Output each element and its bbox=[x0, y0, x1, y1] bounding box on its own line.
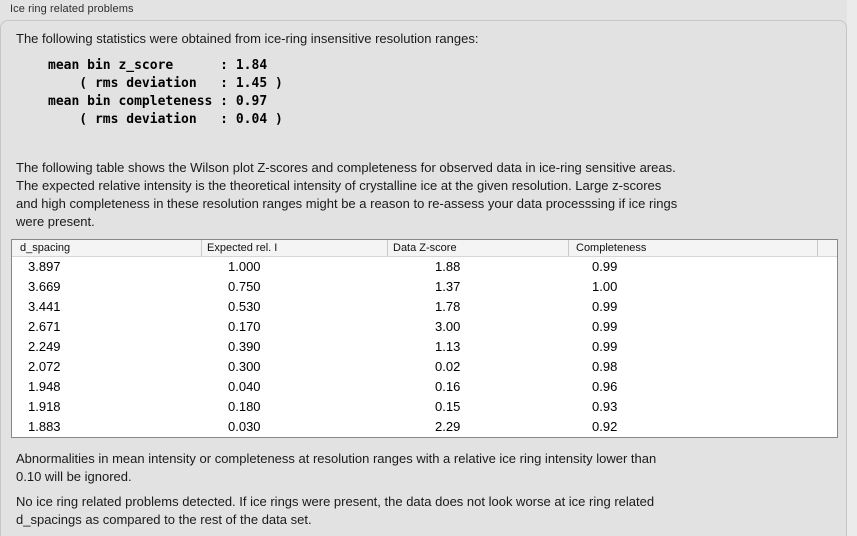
table-cell: 0.99 bbox=[592, 259, 618, 274]
table-cell-spacer bbox=[818, 417, 837, 437]
table-header-row: d_spacing Expected rel. I Data Z-score C… bbox=[12, 240, 837, 257]
conclusion-text: No ice ring related problems detected. I… bbox=[16, 494, 655, 527]
table-cell: 0.16 bbox=[435, 379, 461, 394]
table-cell: 3.00 bbox=[435, 319, 461, 334]
table-cell: 0.99 bbox=[592, 339, 618, 354]
table-cell: 3.441 bbox=[28, 299, 61, 314]
ice-ring-table: d_spacing Expected rel. I Data Z-score C… bbox=[11, 239, 838, 438]
table-cell: 1.000 bbox=[228, 259, 261, 274]
table-cell: 0.750 bbox=[228, 279, 261, 294]
table-cell: 0.93 bbox=[592, 399, 618, 414]
table-cell: 0.96 bbox=[592, 379, 618, 394]
ice-ring-statistics-block: mean bin z_score : 1.84 ( rms deviation … bbox=[48, 58, 283, 127]
table-cell: 0.170 bbox=[228, 319, 261, 334]
table-cell: 0.99 bbox=[592, 299, 618, 314]
table-cell: 1.88 bbox=[435, 259, 461, 274]
table-cell: 3.897 bbox=[28, 259, 61, 274]
table-body: 3.897 1.000 1.88 0.99 3.669 0.750 1.37 1.00 3.44… bbox=[12, 257, 837, 437]
panel-title: Ice ring related problems bbox=[10, 3, 134, 15]
table-row[interactable]: 2.249 0.390 1.13 0.99 bbox=[12, 337, 837, 357]
table-cell: 0.530 bbox=[228, 299, 261, 314]
table-cell-spacer bbox=[818, 317, 837, 337]
table-cell: 1.948 bbox=[28, 379, 61, 394]
table-cell-spacer bbox=[818, 337, 837, 357]
table-cell-spacer bbox=[818, 257, 837, 277]
table-row[interactable]: 3.897 1.000 1.88 0.99 bbox=[12, 257, 837, 277]
table-row[interactable]: 1.948 0.040 0.16 0.96 bbox=[12, 377, 837, 397]
table-cell: 1.918 bbox=[28, 399, 61, 414]
table-cell: 1.37 bbox=[435, 279, 461, 294]
table-cell: 2.072 bbox=[28, 359, 61, 374]
table-cell: 1.00 bbox=[592, 279, 618, 294]
table-row[interactable]: 1.918 0.180 0.15 0.93 bbox=[12, 397, 837, 417]
column-header-data-z-score[interactable]: Data Z-score bbox=[388, 240, 569, 256]
table-cell: 3.669 bbox=[28, 279, 61, 294]
table-cell: 2.29 bbox=[435, 419, 461, 434]
table-description-text: The following table shows the Wilson plo… bbox=[16, 160, 678, 229]
table-cell-spacer bbox=[818, 397, 837, 417]
table-cell: 0.390 bbox=[228, 339, 261, 354]
column-header-d-spacing[interactable]: d_spacing bbox=[12, 240, 202, 256]
table-cell: 0.98 bbox=[592, 359, 618, 374]
table-cell-spacer bbox=[818, 277, 837, 297]
table-row[interactable]: 1.883 0.030 2.29 0.92 bbox=[12, 417, 837, 437]
table-cell: 0.030 bbox=[228, 419, 261, 434]
table-cell: 2.249 bbox=[28, 339, 61, 354]
column-header-spacer bbox=[818, 240, 837, 256]
ice-ring-group-box: The following statistics were obtained f… bbox=[0, 20, 847, 536]
column-header-expected-rel-i[interactable]: Expected rel. I bbox=[202, 240, 388, 256]
table-cell: 1.883 bbox=[28, 419, 61, 434]
table-cell: 0.15 bbox=[435, 399, 461, 414]
table-cell-spacer bbox=[818, 377, 837, 397]
table-cell: 2.671 bbox=[28, 319, 61, 334]
table-row[interactable]: 3.669 0.750 1.37 1.00 bbox=[12, 277, 837, 297]
table-cell: 0.300 bbox=[228, 359, 261, 374]
table-cell: 1.13 bbox=[435, 339, 461, 354]
table-cell: 0.040 bbox=[228, 379, 261, 394]
table-cell: 0.99 bbox=[592, 319, 618, 334]
table-cell-spacer bbox=[818, 357, 837, 377]
table-cell: 0.180 bbox=[228, 399, 261, 414]
table-row[interactable]: 2.671 0.170 3.00 0.99 bbox=[12, 317, 837, 337]
column-header-completeness[interactable]: Completeness bbox=[569, 240, 818, 256]
table-cell-spacer bbox=[818, 297, 837, 317]
window-margin-strip bbox=[847, 0, 857, 536]
table-cell: 0.02 bbox=[435, 359, 461, 374]
table-row[interactable]: 3.441 0.530 1.78 0.99 bbox=[12, 297, 837, 317]
table-row[interactable]: 2.072 0.300 0.02 0.98 bbox=[12, 357, 837, 377]
stats-intro-text: The following statistics were obtained f… bbox=[16, 31, 479, 46]
table-cell: 0.92 bbox=[592, 419, 618, 434]
abnormalities-note-text: Abnormalities in mean intensity or compl… bbox=[16, 451, 657, 484]
table-cell: 1.78 bbox=[435, 299, 461, 314]
